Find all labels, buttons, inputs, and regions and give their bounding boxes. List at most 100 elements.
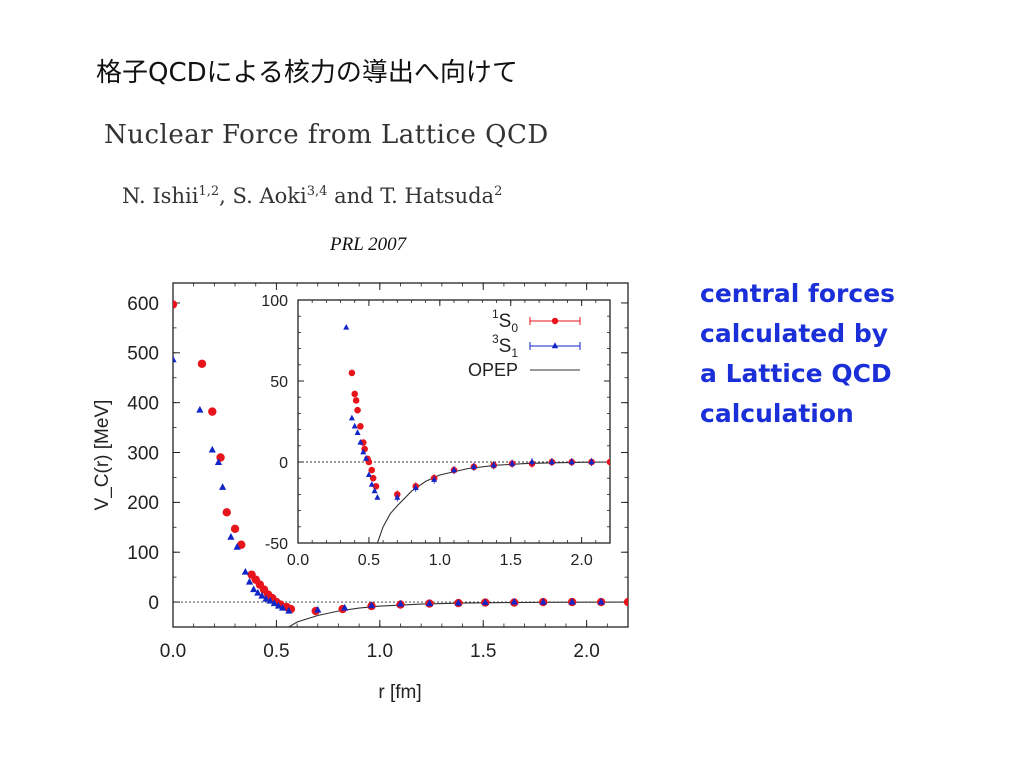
author-name: S. Aoki bbox=[232, 184, 307, 208]
legend-superscript: 3 bbox=[492, 332, 499, 346]
data-point-3s1 bbox=[368, 481, 375, 487]
legend-label: OPEP bbox=[468, 360, 518, 380]
legend-subscript: 1 bbox=[511, 346, 518, 360]
data-point-3s1 bbox=[529, 458, 535, 465]
data-point-3s1 bbox=[425, 599, 434, 607]
data-point-3s1 bbox=[357, 438, 364, 445]
data-point-3s1 bbox=[354, 429, 361, 435]
data-point-3s1 bbox=[245, 577, 254, 585]
annotation-note: central forces calculated by a Lattice Q… bbox=[700, 274, 1000, 434]
y-tick-label: 500 bbox=[127, 344, 159, 365]
data-point-3s1 bbox=[241, 567, 249, 575]
x-tick-label: 0.5 bbox=[263, 641, 289, 662]
data-point-3s1 bbox=[351, 422, 358, 429]
author-name: N. Ishii bbox=[122, 184, 199, 208]
data-point-3s1 bbox=[371, 487, 378, 494]
data-point-3s1 bbox=[451, 466, 457, 473]
data-point-3s1 bbox=[396, 599, 405, 607]
data-point-3s1 bbox=[341, 603, 349, 611]
y-tick-label: 400 bbox=[127, 393, 159, 414]
x-tick-label: 1.0 bbox=[367, 641, 393, 662]
data-point-3s1 bbox=[196, 405, 204, 413]
data-point-1s0 bbox=[351, 390, 359, 398]
data-point-3s1 bbox=[597, 597, 605, 605]
x-tick-label: 0.0 bbox=[160, 641, 186, 662]
data-point-3s1 bbox=[233, 543, 241, 550]
y-axis-label: V_C(r) [MeV] bbox=[92, 400, 113, 511]
data-point-1s0 bbox=[623, 597, 628, 607]
plot-area bbox=[173, 300, 628, 627]
author-conjunction: and bbox=[327, 184, 381, 208]
data-point-3s1 bbox=[551, 342, 559, 349]
y-tick-label: 100 bbox=[127, 543, 159, 564]
data-point-3s1 bbox=[348, 414, 355, 421]
legend-subscript: 0 bbox=[511, 321, 518, 335]
data-point-3s1 bbox=[490, 461, 497, 468]
inset-plot-frame bbox=[297, 299, 611, 544]
x-tick-label: 1.5 bbox=[470, 641, 496, 662]
data-point-3s1 bbox=[363, 455, 370, 461]
y-tick-label: 100 bbox=[261, 293, 288, 310]
data-point-3s1 bbox=[568, 458, 575, 465]
y-tick-label: 50 bbox=[270, 374, 288, 391]
x-tick-label: 2.0 bbox=[573, 641, 599, 662]
data-point-3s1 bbox=[314, 605, 322, 613]
data-point-3s1 bbox=[227, 533, 235, 540]
legend-label: 3S1 bbox=[492, 332, 518, 360]
data-point-3s1 bbox=[270, 599, 278, 607]
data-point-1s0 bbox=[354, 406, 361, 414]
data-point-3s1 bbox=[360, 448, 367, 455]
data-point-1s0 bbox=[230, 524, 240, 533]
data-point-3s1 bbox=[374, 494, 381, 500]
data-point-3s1 bbox=[454, 598, 463, 606]
legend-letter: S bbox=[499, 311, 512, 332]
data-point-3s1 bbox=[343, 323, 350, 330]
slide-title: 格子QCDによる核力の導出へ向けて bbox=[96, 58, 518, 88]
data-point-3s1 bbox=[412, 484, 419, 491]
author-affiliation: 3,4 bbox=[306, 184, 328, 199]
x-tick-label: 1.5 bbox=[500, 552, 522, 569]
y-tick-label: 200 bbox=[127, 493, 159, 514]
paper-title: Nuclear Force from Lattice QCD bbox=[104, 120, 549, 150]
data-point-3s1 bbox=[285, 606, 293, 614]
data-point-1s0 bbox=[348, 369, 356, 377]
data-point-3s1 bbox=[510, 597, 518, 605]
data-point-3s1 bbox=[509, 460, 516, 466]
data-point-3s1 bbox=[173, 355, 177, 363]
x-tick-label: 1.0 bbox=[429, 552, 451, 569]
data-point-3s1 bbox=[539, 597, 547, 605]
author-name: T. Hatsuda bbox=[380, 184, 495, 208]
data-point-1s0 bbox=[352, 397, 360, 404]
y-tick-label: 0 bbox=[148, 593, 159, 614]
data-point-3s1 bbox=[279, 603, 287, 611]
data-point-1s0 bbox=[368, 466, 376, 474]
data-point-3s1 bbox=[431, 476, 438, 482]
author-separator: , bbox=[219, 184, 233, 208]
author-affiliation: 2 bbox=[494, 184, 503, 199]
y-tick-label: 0 bbox=[279, 455, 288, 472]
data-point-1s0 bbox=[173, 300, 178, 309]
y-tick-label: 300 bbox=[127, 443, 159, 464]
y-tick-label: -50 bbox=[265, 536, 288, 553]
legend-letter: S bbox=[499, 336, 512, 357]
legend-superscript: 1 bbox=[492, 307, 499, 321]
data-point-3s1 bbox=[258, 591, 266, 599]
note-line: calculated by bbox=[700, 319, 889, 348]
journal-reference: PRL 2007 bbox=[330, 234, 407, 255]
data-point-3s1 bbox=[250, 585, 258, 593]
data-point-1s0 bbox=[551, 317, 559, 325]
data-point-1s0 bbox=[357, 423, 364, 430]
note-line: central forces bbox=[700, 279, 896, 308]
data-point-3s1 bbox=[262, 594, 270, 602]
data-point-1s0 bbox=[606, 458, 610, 466]
x-tick-label: 0.5 bbox=[358, 552, 380, 569]
author-affiliation: 1,2 bbox=[198, 184, 220, 199]
data-point-3s1 bbox=[588, 458, 595, 465]
plot-area bbox=[343, 323, 610, 543]
data-point-3s1 bbox=[568, 597, 576, 605]
data-point-1s0 bbox=[208, 407, 217, 416]
legend-label: 1S0 bbox=[492, 307, 518, 335]
x-tick-label: 2.0 bbox=[571, 552, 593, 569]
